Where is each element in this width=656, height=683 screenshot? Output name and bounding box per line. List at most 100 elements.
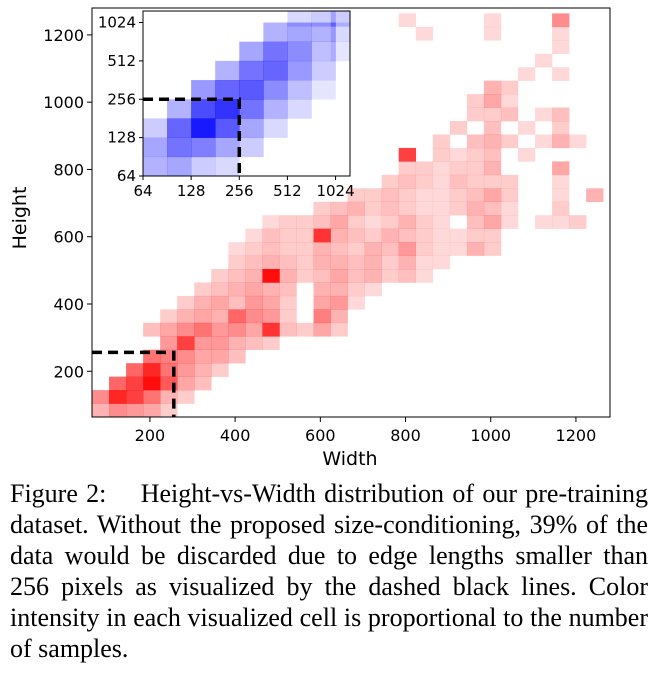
main-cell xyxy=(211,349,229,364)
inset-cell xyxy=(311,41,336,62)
main-cell xyxy=(347,242,365,256)
main-cell xyxy=(500,188,519,203)
main-cell xyxy=(381,188,400,203)
main-cell xyxy=(296,215,314,229)
main-cell xyxy=(466,215,485,229)
main-cell xyxy=(228,336,246,351)
main-cell xyxy=(381,174,400,189)
main-cell xyxy=(364,282,382,297)
main-cell xyxy=(313,295,331,310)
inset-cell xyxy=(239,80,264,100)
main-cell xyxy=(381,269,400,283)
inset-cell xyxy=(239,137,264,158)
main-cell xyxy=(364,242,382,256)
inset-cell xyxy=(287,60,312,81)
main-cell xyxy=(347,295,365,310)
main-cell xyxy=(466,201,485,216)
main-cell xyxy=(177,309,195,324)
main-cell xyxy=(279,215,297,229)
main-cell xyxy=(143,376,161,391)
main-cell xyxy=(262,336,280,351)
x-tick-label: 1000 xyxy=(470,426,511,445)
main-cell xyxy=(211,336,229,351)
main-cell xyxy=(552,121,570,135)
main-cell xyxy=(313,282,331,297)
main-cell xyxy=(262,309,280,324)
main-cell xyxy=(228,282,246,297)
main-cell xyxy=(262,242,280,256)
main-cell xyxy=(483,147,502,162)
main-cell xyxy=(109,376,127,391)
main-cell xyxy=(432,201,451,216)
main-cell xyxy=(194,295,212,310)
main-cell xyxy=(347,282,365,297)
main-cell xyxy=(432,188,451,203)
main-cell xyxy=(398,147,417,162)
y-axis-label: Height xyxy=(9,187,31,250)
main-cell xyxy=(330,201,348,216)
main-cell xyxy=(449,201,468,216)
inset-y-tick-label: 64 xyxy=(117,167,136,185)
main-cell xyxy=(364,255,382,270)
main-cell xyxy=(126,403,144,418)
main-cell xyxy=(279,322,297,337)
main-cell xyxy=(313,255,331,270)
main-cell xyxy=(415,188,434,203)
main-cell xyxy=(552,67,570,81)
inset-cell xyxy=(287,41,312,62)
main-cell xyxy=(569,215,587,229)
main-cell xyxy=(211,322,229,337)
main-cell xyxy=(500,215,519,229)
main-cell xyxy=(313,322,331,337)
main-cell xyxy=(262,282,280,297)
main-cell xyxy=(126,390,144,404)
main-cell xyxy=(466,161,485,176)
inset-x-tick-label: 128 xyxy=(177,182,206,200)
y-tick-label: 1000 xyxy=(43,93,84,112)
main-cell xyxy=(466,107,485,122)
main-cell xyxy=(398,188,417,203)
main-cell xyxy=(160,322,178,337)
main-cell xyxy=(552,13,570,28)
main-cell xyxy=(398,242,417,256)
main-cell xyxy=(466,134,485,149)
inset-cell xyxy=(263,60,288,81)
main-cell xyxy=(535,215,553,229)
main-cell xyxy=(381,255,400,270)
main-cell xyxy=(245,228,263,243)
inset-x-tick-label: 64 xyxy=(133,182,152,200)
main-cell xyxy=(415,201,434,216)
main-cell xyxy=(483,161,502,176)
inset-y-tick-label: 512 xyxy=(107,52,136,70)
main-cell xyxy=(330,242,348,256)
inset-y-tick-label: 1024 xyxy=(98,14,136,32)
main-cell xyxy=(126,376,144,391)
main-cell xyxy=(398,269,417,283)
heatmap-figure: 200 400 600 800 1000 1200 200 400 600 800 1000 1200… xyxy=(9,7,611,470)
y-tick-label: 800 xyxy=(53,160,84,179)
inset-cell xyxy=(191,99,216,119)
main-cell xyxy=(160,309,178,324)
main-cell xyxy=(415,174,434,189)
inset-cell xyxy=(167,156,192,177)
x-axis-label: Width xyxy=(322,448,377,470)
main-cell xyxy=(279,242,297,256)
main-cell xyxy=(279,309,297,324)
main-cell xyxy=(398,228,417,243)
inset-cell xyxy=(191,118,216,138)
main-cell xyxy=(552,201,570,216)
x-tick-label: 800 xyxy=(390,426,421,445)
main-cutoff-dashed-line xyxy=(92,350,176,417)
inset-cell xyxy=(239,118,264,138)
x-tick-label: 200 xyxy=(135,426,166,445)
main-plot-frame xyxy=(91,7,611,418)
main-cell xyxy=(449,121,468,135)
figure-caption: Figure 2: Height-vs-Width distribution o… xyxy=(10,479,648,663)
main-cell xyxy=(483,174,502,189)
main-cell xyxy=(535,53,553,68)
main-cell xyxy=(552,134,570,149)
inset-y-tick-label: 128 xyxy=(107,129,136,147)
main-cell xyxy=(364,201,382,216)
main-cell xyxy=(279,255,297,270)
main-cell xyxy=(143,390,161,404)
